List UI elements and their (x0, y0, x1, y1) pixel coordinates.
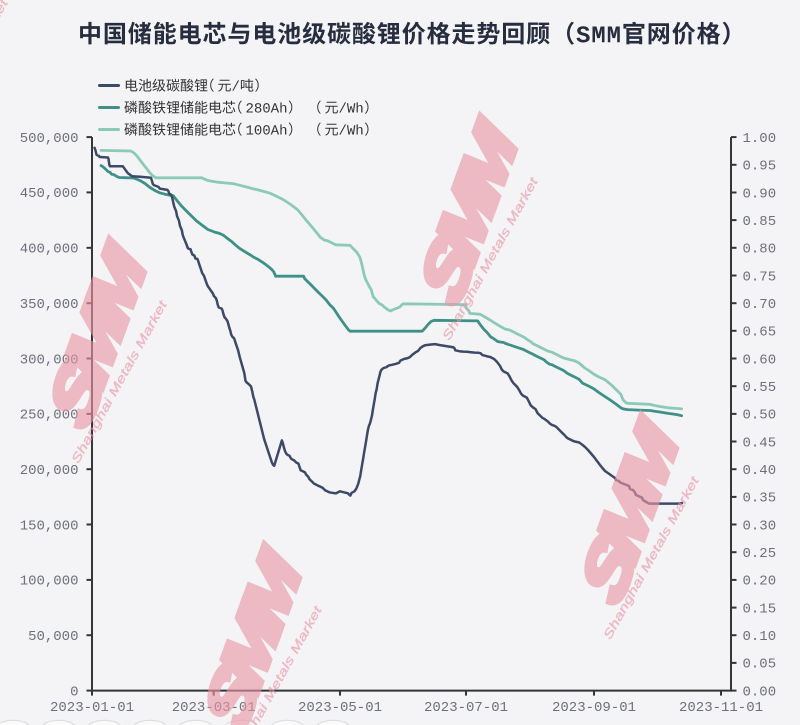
svg-text:0.60: 0.60 (743, 352, 777, 368)
svg-text:1.00: 1.00 (743, 131, 777, 147)
svg-text:2023-01-01: 2023-01-01 (50, 700, 134, 716)
svg-text:2023-07-01: 2023-07-01 (424, 700, 508, 716)
svg-text:350,000: 350,000 (20, 297, 79, 313)
svg-text:150,000: 150,000 (20, 518, 79, 534)
svg-text:0.05: 0.05 (743, 657, 777, 673)
svg-text:0.35: 0.35 (743, 491, 777, 507)
svg-text:0.90: 0.90 (743, 186, 777, 202)
svg-text:500,000: 500,000 (20, 131, 79, 147)
svg-text:0.65: 0.65 (743, 325, 777, 341)
svg-text:100,000: 100,000 (20, 574, 79, 590)
svg-text:0.85: 0.85 (743, 214, 777, 230)
svg-text:0.40: 0.40 (743, 463, 777, 479)
svg-text:2023-11-01: 2023-11-01 (679, 700, 763, 716)
svg-text:0.25: 0.25 (743, 546, 777, 562)
svg-text:450,000: 450,000 (20, 186, 79, 202)
svg-text:0.55: 0.55 (743, 380, 777, 396)
svg-text:0: 0 (70, 684, 78, 700)
svg-text:0.10: 0.10 (743, 629, 777, 645)
svg-text:0.45: 0.45 (743, 435, 777, 451)
svg-text:0.20: 0.20 (743, 574, 777, 590)
svg-text:50,000: 50,000 (28, 629, 78, 645)
svg-text:400,000: 400,000 (20, 242, 79, 258)
svg-text:0.00: 0.00 (743, 684, 777, 700)
svg-text:0.30: 0.30 (743, 518, 777, 534)
svg-text:0.70: 0.70 (743, 297, 777, 313)
svg-text:0.15: 0.15 (743, 601, 777, 617)
svg-text:200,000: 200,000 (20, 463, 79, 479)
svg-text:0.80: 0.80 (743, 242, 777, 258)
svg-text:2023-05-01: 2023-05-01 (298, 700, 382, 716)
svg-text:0.95: 0.95 (743, 159, 777, 175)
svg-text:0.50: 0.50 (743, 408, 777, 424)
svg-text:0.75: 0.75 (743, 269, 777, 285)
svg-text:2023-09-01: 2023-09-01 (552, 700, 636, 716)
